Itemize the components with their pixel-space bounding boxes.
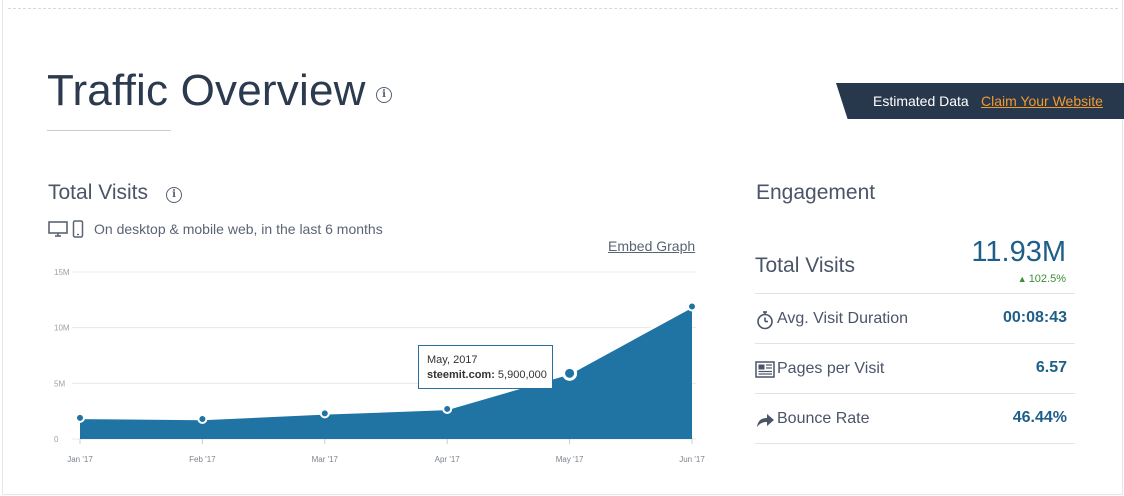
chart-tooltip: May, 2017 steemit.com: 5,900,000: [418, 345, 553, 389]
y-tick-label: 0: [54, 435, 59, 444]
x-tick-label: Jan '17: [67, 455, 93, 464]
tooltip-date: May, 2017: [427, 354, 478, 366]
mobile-icon: [72, 220, 84, 238]
tooltip-label: steemit.com:: [427, 369, 495, 381]
total-visits-change: ▲ 102.5%: [960, 273, 1066, 285]
engagement-total-visits-label: Total Visits: [755, 254, 855, 277]
total-visits-chart: 15M 10M 5M 0 Jan '17 Feb '17 Mar '17 Apr '17 May…: [54, 268, 705, 464]
x-tick-label: Feb '17: [189, 455, 216, 464]
data-point: [442, 403, 453, 414]
divider: [755, 443, 1075, 444]
metric-value: 00:08:43: [1002, 309, 1067, 326]
info-icon[interactable]: i: [376, 87, 392, 103]
divider: [755, 293, 1075, 294]
data-point: [319, 408, 330, 419]
x-tick-label: May '17: [556, 455, 584, 464]
metric-value: 6.57: [1035, 359, 1067, 376]
data-point: [562, 365, 578, 381]
embed-graph-link[interactable]: Embed Graph: [608, 238, 696, 254]
x-tick-label: Apr '17: [435, 455, 461, 464]
metric-pages-per-visit: Pages per Visit 6.57: [755, 359, 1067, 381]
up-arrow-icon: ▲: [1017, 274, 1027, 284]
data-point: [197, 413, 208, 424]
pages-icon: [755, 361, 775, 378]
x-tick-label: Mar '17: [312, 455, 339, 464]
estimated-data-label: Estimated Data: [873, 93, 969, 109]
x-tick-label: Jun '17: [679, 455, 705, 464]
top-divider: [8, 8, 1118, 9]
data-point: [687, 301, 697, 312]
title-underline: [47, 130, 171, 131]
metric-avg-visit-duration: Avg. Visit Duration 00:08:43: [755, 309, 1067, 331]
bounce-arrow-icon: [757, 414, 774, 427]
tooltip-value: 5,900,000: [497, 369, 547, 381]
traffic-description: On desktop & mobile web, in the last 6 m…: [94, 221, 383, 237]
y-tick-label: 5M: [54, 379, 65, 388]
metric-label: Pages per Visit: [777, 360, 885, 377]
y-tick-label: 10M: [54, 324, 70, 333]
metric-label: Bounce Rate: [777, 410, 870, 427]
data-point: [75, 412, 85, 423]
claim-website-link[interactable]: Claim Your Website: [981, 93, 1103, 109]
metric-bounce-rate: Bounce Rate 46.44%: [755, 409, 1067, 431]
metric-label: Avg. Visit Duration: [777, 310, 909, 327]
page-title: Traffic Overview: [47, 66, 366, 115]
divider: [755, 393, 1075, 394]
engagement-total-visits-value: 11.93M: [971, 236, 1066, 268]
divider: [755, 343, 1075, 344]
series-line: [79, 305, 693, 421]
info-icon[interactable]: i: [166, 187, 182, 203]
desktop-icon: [48, 221, 68, 237]
total-visits-title: Total Visits: [48, 181, 148, 204]
device-filter: On desktop & mobile web, in the last 6 m…: [48, 219, 383, 239]
engagement-title: Engagement: [756, 181, 876, 204]
stopwatch-icon: [757, 311, 773, 330]
metric-value: 46.44%: [1012, 409, 1067, 426]
estimated-data-banner: Estimated Data Claim Your Website: [836, 83, 1124, 119]
change-value: 102.5%: [1028, 273, 1066, 285]
area-series: [80, 306, 692, 439]
y-tick-label: 15M: [54, 268, 70, 277]
